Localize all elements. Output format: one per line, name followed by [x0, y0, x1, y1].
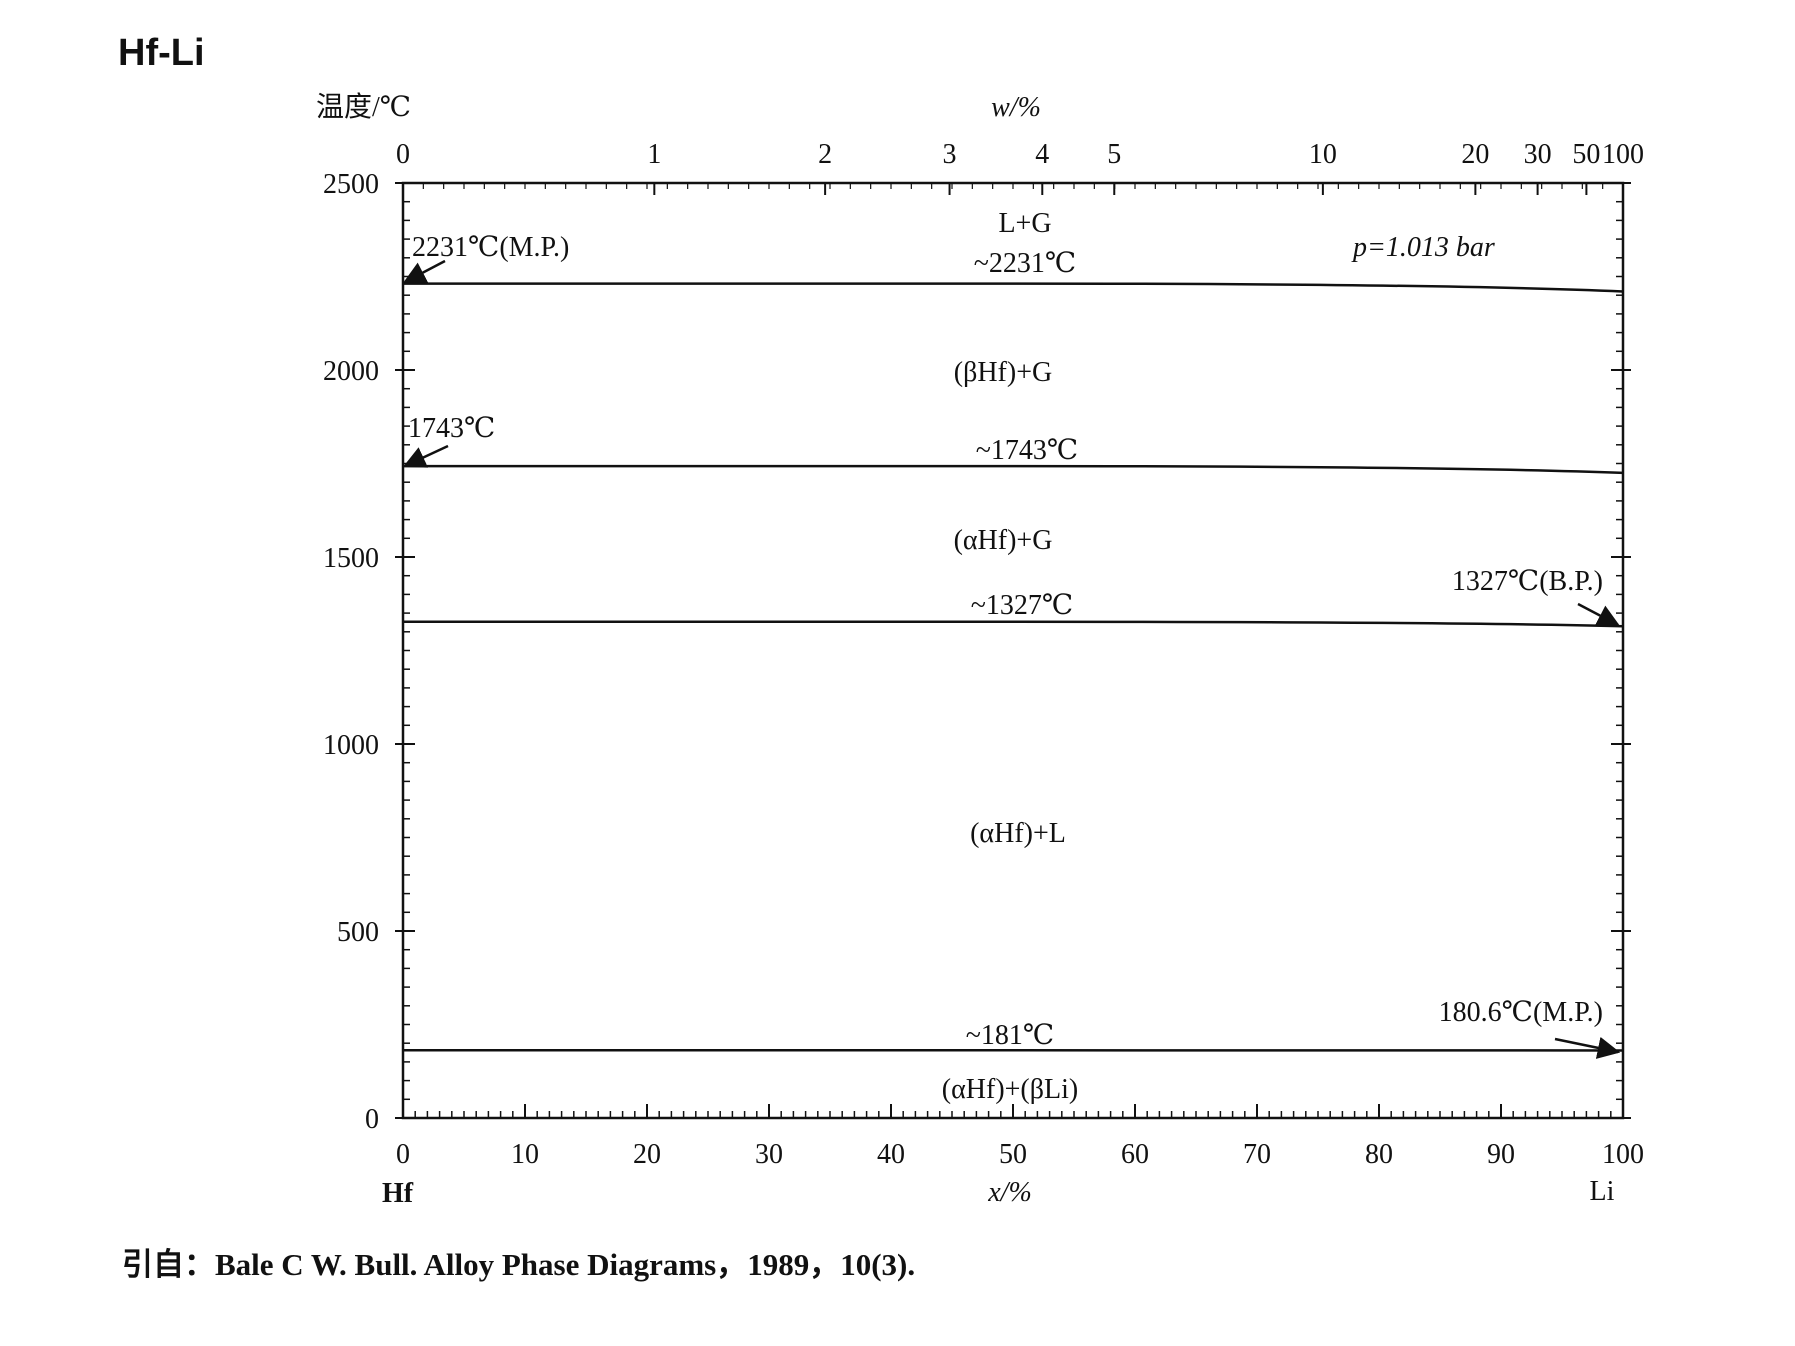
x-tick-label: 0 — [396, 1139, 410, 1170]
top-tick-label: 0 — [396, 139, 410, 170]
y-tick-label: 2000 — [323, 356, 379, 387]
isotherm-label-181: ~181℃ — [966, 1020, 1054, 1051]
isotherm-line-2 — [403, 620, 1624, 628]
top-tick-label: 10 — [1309, 139, 1337, 170]
x-tick-label: 80 — [1365, 1139, 1393, 1170]
x-tick-label: 100 — [1602, 1139, 1644, 1170]
arrow-li-melting-point — [1554, 1036, 1621, 1059]
top-axis-ticks: 0 1 2 3 4 5 10 20 30 50 100 — [396, 139, 1644, 195]
y-tick-label: 1000 — [323, 730, 379, 761]
annotation-li-boiling-point: 1327℃(B.P.) — [1452, 566, 1603, 597]
region-label-alphahf-betali: (αHf)+(βLi) — [942, 1074, 1078, 1105]
x-tick-label: 50 — [999, 1139, 1027, 1170]
isotherm-line-1 — [403, 464, 1624, 475]
top-tick-label: 50 — [1572, 139, 1600, 170]
x-tick-label: 10 — [511, 1139, 539, 1170]
isotherm-line-0 — [403, 282, 1624, 293]
x-tick-label: 40 — [877, 1139, 905, 1170]
top-tick-label: 2 — [818, 139, 832, 170]
top-tick-label: 30 — [1524, 139, 1552, 170]
y-axis-ticks: 0 500 1000 1500 2000 2500 — [323, 169, 1631, 1135]
element-right-label: Li — [1590, 1176, 1615, 1207]
isotherm-label-1327: ~1327℃ — [971, 590, 1073, 621]
arrow-hf-melting-point — [403, 259, 446, 284]
annotation-li-melting-point: 180.6℃(M.P.) — [1439, 997, 1603, 1028]
x-tick-label: 30 — [755, 1139, 783, 1170]
pressure-label: p=1.013 bar — [1351, 232, 1495, 263]
x-tick-label: 60 — [1121, 1139, 1149, 1170]
plot-frame — [401, 181, 1625, 1120]
isotherm-lines — [403, 282, 1624, 1052]
top-tick-label: 5 — [1107, 139, 1121, 170]
isotherm-label-2231: ~2231℃ — [974, 248, 1076, 279]
region-label-l-g: L+G — [998, 208, 1051, 239]
top-tick-label: 20 — [1461, 139, 1489, 170]
chart-title: Hf-Li — [118, 32, 205, 74]
annotation-1743: 1743℃ — [408, 413, 495, 444]
top-tick-label: 100 — [1602, 139, 1644, 170]
annotation-hf-melting-point: 2231℃(M.P.) — [412, 232, 569, 263]
x-tick-label: 20 — [633, 1139, 661, 1170]
top-axis-label: w/% — [991, 92, 1041, 123]
region-label-betahf-g: (βHf)+G — [954, 357, 1052, 388]
x-tick-label: 70 — [1243, 1139, 1271, 1170]
y-axis-label: 温度/℃ — [316, 91, 411, 123]
top-tick-label: 1 — [647, 139, 661, 170]
source-citation: 引自：Bale C W. Bull. Alloy Phase Diagrams，… — [122, 1247, 915, 1282]
y-tick-label: 500 — [337, 917, 379, 948]
top-tick-label: 4 — [1035, 139, 1049, 170]
y-tick-label: 1500 — [323, 543, 379, 574]
arrow-li-boiling-point — [1577, 602, 1620, 627]
minor-ticks — [403, 200, 1623, 1118]
x-axis-ticks: 0 10 20 30 40 50 60 70 80 90 100 — [396, 1104, 1644, 1170]
region-label-alphahf-g: (αHf)+G — [954, 525, 1053, 556]
x-axis-label: x/% — [987, 1177, 1032, 1208]
element-left-label: Hf — [382, 1178, 414, 1209]
y-tick-label: 0 — [365, 1104, 379, 1135]
region-label-alphahf-l: (αHf)+L — [970, 818, 1066, 849]
x-tick-label: 90 — [1487, 1139, 1515, 1170]
isotherm-label-1743: ~1743℃ — [976, 435, 1078, 466]
y-tick-label: 2500 — [323, 169, 379, 200]
arrow-1743 — [402, 444, 449, 468]
top-tick-label: 3 — [943, 139, 957, 170]
